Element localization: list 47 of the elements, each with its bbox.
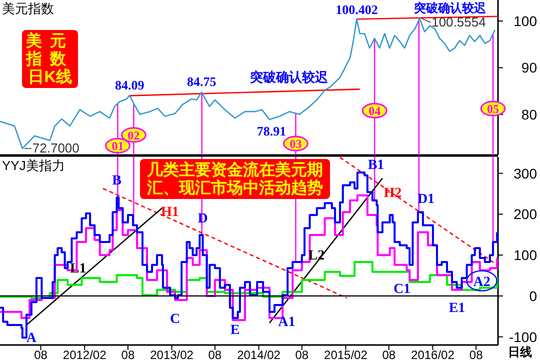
x-tick-label: 2013/02 [150, 348, 194, 360]
x-tick-label: 08 [121, 348, 135, 360]
annotation: A [26, 330, 38, 346]
text: 日线 [508, 345, 532, 359]
y-tick-label: 90 [521, 60, 538, 76]
y-tick-label: 100 [514, 13, 538, 30]
annotation: E [230, 323, 240, 338]
annotation: H1 [161, 205, 179, 220]
annotation: C [170, 312, 180, 327]
annotation: C1 [393, 282, 411, 297]
annotation: H2 [384, 186, 402, 202]
annotation: 03 [290, 137, 302, 152]
annotation: 100.5554 [432, 14, 486, 30]
annotation: L1 [70, 261, 86, 276]
x-tick-label: 08 [34, 348, 48, 360]
annotation: 美元指数日K线 [25, 31, 74, 86]
annotation: 78.91 [256, 123, 286, 138]
annotation: 突破确认较迟 [249, 70, 329, 84]
x-tick-label: 08 [382, 348, 396, 360]
x-tick-label: 08 [469, 348, 484, 360]
annotation: 突破确认较迟 [413, 1, 487, 15]
chart-title: YYJ美指力 [2, 158, 65, 173]
annotation: 84.75 [186, 74, 217, 90]
annotation: 100.402 [336, 2, 378, 18]
annotation: 01 [112, 139, 124, 154]
x-tick-label: 2014/02 [237, 348, 281, 360]
x-tick-label: 08 [295, 348, 309, 360]
annotation: A1 [278, 314, 296, 330]
y-tick-label: -100 [508, 328, 538, 345]
x-tick-label: 2016/02 [411, 348, 455, 360]
annotation: 05 [486, 102, 499, 116]
annotation: 04 [368, 104, 381, 118]
annotation: 72.7000 [32, 140, 80, 156]
annotation: A2 [473, 274, 490, 290]
x-tick-label: 08 [208, 348, 222, 360]
annotation: 84.09 [115, 77, 145, 92]
x-tick-label: 2012/02 [62, 348, 107, 360]
y-tick-label: 0 [529, 288, 538, 304]
annotation: E1 [448, 301, 466, 316]
annotation: 几类主要资金流在美元期汇、现汇市场中活动趋势 [146, 160, 323, 197]
annotation: 02 [128, 128, 140, 142]
y-tick-label: 80 [521, 106, 538, 122]
x-tick-label: 2015/02 [324, 348, 368, 360]
y-tick-label: 300 [514, 165, 538, 182]
y-tick-label: 100 [514, 247, 538, 264]
chart-title: 美元指数 [2, 1, 54, 16]
y-tick-label: 200 [514, 206, 538, 222]
